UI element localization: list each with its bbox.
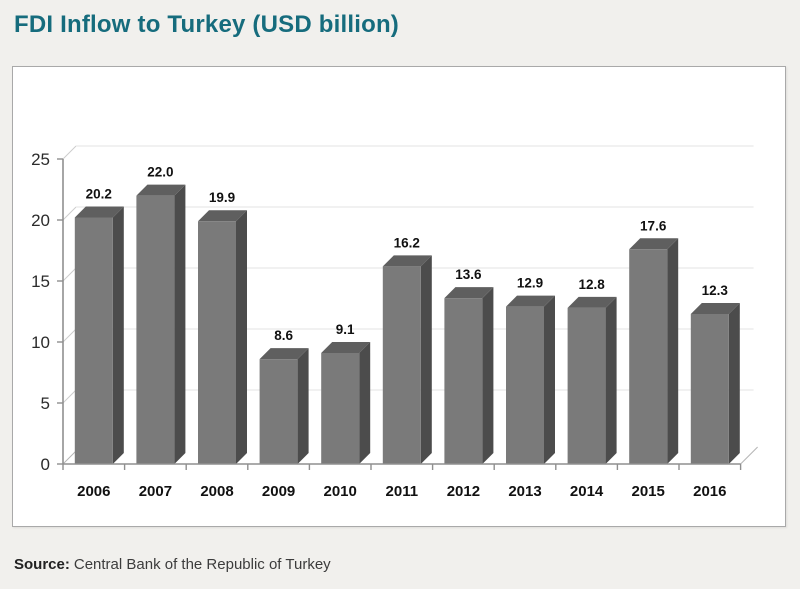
bar-front-face [74, 217, 113, 464]
bar-side-face [728, 302, 740, 464]
bar-side-face [667, 238, 679, 464]
x-tick-label-2012: 2012 [447, 483, 480, 500]
bar-side-face [420, 255, 432, 464]
bar-front-face [567, 307, 606, 464]
fdi-bar-chart: 20.2 22.0 19.9 8.6 9.1 16.2 13.6 12.9 12.8 17.6 12… [31, 145, 758, 500]
value-label-2016: 12.3 [702, 283, 729, 298]
bar-front-face [506, 306, 544, 464]
bar-top-face [444, 287, 494, 299]
gridline-diagonal-5 [62, 389, 77, 404]
chart-container: 20.2 22.0 19.9 8.6 9.1 16.2 13.6 12.9 12.8 17.6 12… [12, 66, 786, 527]
bar-2010 [321, 341, 371, 464]
bar-2009 [259, 348, 309, 464]
bar-2008 [198, 210, 247, 464]
value-label-2010: 9.1 [336, 322, 355, 337]
bar-2006 [74, 206, 124, 464]
bar-top-face [382, 255, 432, 267]
floor-edge-right [740, 446, 758, 465]
x-tick-label-2006: 2006 [77, 483, 110, 500]
gridline-diagonal-25 [62, 145, 77, 160]
x-tick-label-2015: 2015 [632, 483, 665, 500]
value-label-2014: 12.8 [578, 277, 605, 292]
bar-2015 [629, 238, 679, 464]
bar-front-face [382, 266, 421, 464]
bar-front-face [690, 313, 729, 464]
bar-top-face [198, 210, 247, 222]
bar-side-face [174, 184, 186, 464]
bar-2012 [444, 287, 494, 464]
bar-top-face [259, 348, 309, 360]
bar-front-face [259, 359, 298, 464]
bar-2013 [506, 295, 555, 464]
x-tick-label-2008: 2008 [200, 483, 233, 500]
bar-top-face [567, 296, 617, 308]
bar-front-face [198, 221, 236, 464]
bar-2007 [136, 184, 186, 464]
value-label-2008: 19.9 [209, 190, 235, 205]
x-tick-label-2016: 2016 [693, 483, 726, 500]
x-tick-label-2009: 2009 [262, 483, 295, 500]
bar-front-face [136, 195, 175, 464]
value-label-2011: 16.2 [394, 235, 420, 250]
value-label-2012: 13.6 [455, 267, 482, 282]
x-tick-label-2010: 2010 [324, 483, 357, 500]
x-tick-label-2011: 2011 [386, 483, 419, 500]
source-line: Source: Central Bank of the Republic of T… [14, 556, 331, 573]
page-title: FDI Inflow to Turkey (USD billion) [14, 11, 399, 38]
y-tick-label-5: 5 [41, 394, 50, 413]
value-label-2013: 12.9 [517, 276, 543, 291]
value-label-2007: 22.0 [147, 165, 173, 180]
bar-side-face [482, 287, 494, 464]
y-tick-label-25: 25 [31, 150, 50, 169]
value-label-2015: 17.6 [640, 218, 667, 233]
bar-2016 [690, 302, 740, 464]
gridline-diagonal-10 [62, 328, 77, 343]
x-tick-label-2013: 2013 [508, 483, 541, 500]
bar-top-face [506, 295, 555, 307]
bar-side-face [112, 206, 124, 464]
y-tick-label-15: 15 [31, 272, 50, 291]
bar-side-face [236, 210, 247, 464]
bar-side-face [544, 295, 555, 464]
source-text: Central Bank of the Republic of Turkey [73, 556, 331, 573]
y-tick-label-20: 20 [31, 211, 50, 230]
bar-side-face [359, 341, 371, 464]
bar-side-face [297, 348, 309, 464]
bar-front-face [444, 298, 483, 464]
gridline-diagonal-20 [62, 206, 77, 221]
bar-top-face [690, 302, 740, 314]
y-tick-label-10: 10 [31, 333, 50, 352]
bar-top-face [321, 341, 371, 353]
source-label: Source: [14, 556, 70, 573]
bar-front-face [321, 352, 360, 464]
bar-top-face [629, 238, 679, 250]
bar-top-face [74, 206, 124, 218]
gridline-diagonal-15 [62, 267, 77, 282]
x-tick-label-2007: 2007 [139, 483, 172, 500]
value-label-2006: 20.2 [86, 187, 112, 202]
bar-side-face [605, 296, 617, 464]
bar-front-face [629, 249, 668, 464]
bar-2014 [567, 296, 617, 464]
value-label-2009: 8.6 [274, 328, 293, 343]
x-tick-label-2014: 2014 [570, 483, 604, 500]
y-tick-label-0: 0 [41, 455, 50, 474]
bar-2011 [382, 255, 432, 464]
bar-top-face [136, 184, 186, 196]
